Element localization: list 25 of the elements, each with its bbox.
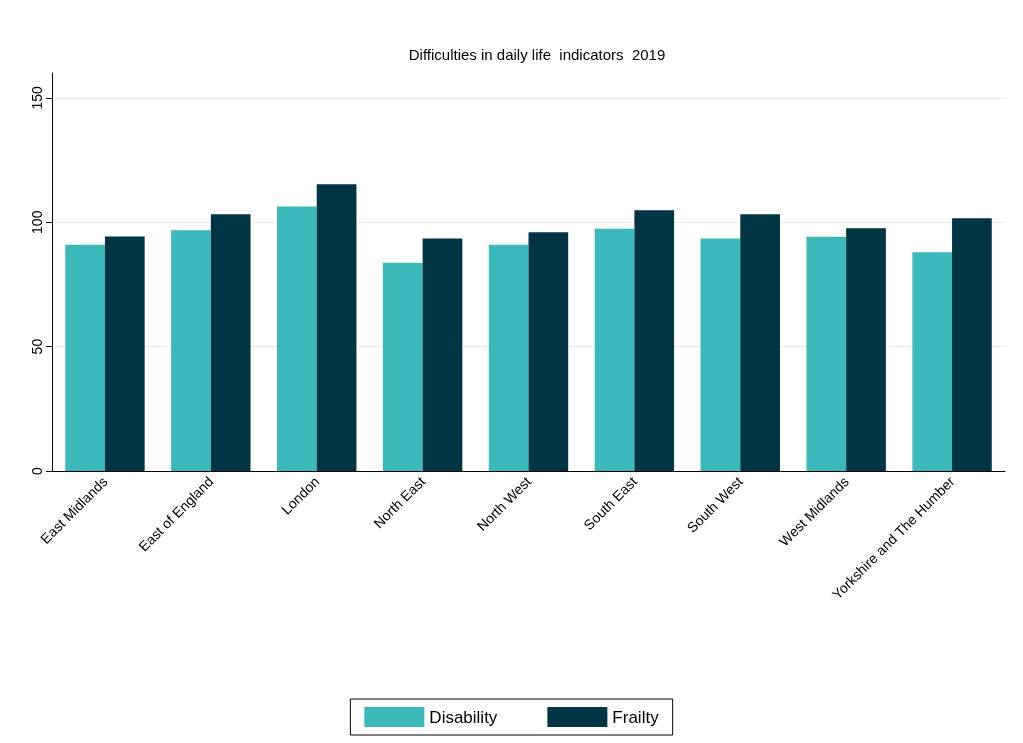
- y-tick-label: 50: [29, 338, 45, 355]
- bar: [634, 210, 675, 471]
- bar: [171, 230, 211, 471]
- chart-title: Difficulties in daily life indicators 2019: [408, 46, 666, 63]
- bar: [316, 184, 357, 471]
- legend-label: Frailty: [612, 707, 660, 727]
- bar: [65, 244, 105, 471]
- bar: [700, 238, 741, 471]
- bar: [210, 214, 251, 471]
- y-tick-label: 100: [29, 210, 45, 234]
- bar: [488, 244, 529, 471]
- bar: [528, 232, 569, 471]
- bar: [422, 238, 463, 471]
- y-tick-label: 0: [29, 466, 45, 475]
- bar: [952, 218, 992, 471]
- legend-label: Disability: [429, 707, 498, 727]
- bar: [806, 236, 847, 471]
- bar: [382, 262, 423, 471]
- bar: [594, 228, 635, 471]
- bar: [277, 206, 317, 471]
- y-tick-label: 150: [29, 85, 45, 110]
- bar: [912, 252, 953, 471]
- bar: [740, 214, 780, 471]
- bar: [104, 236, 145, 471]
- bar: [846, 228, 886, 471]
